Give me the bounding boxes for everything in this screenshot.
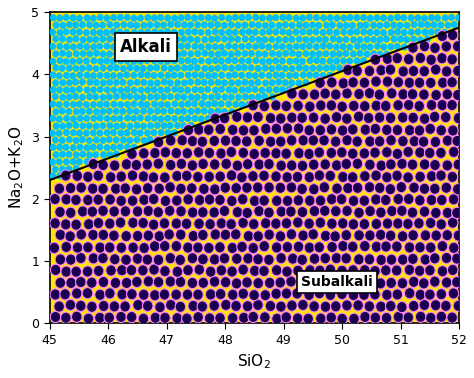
Text: Subalkali: Subalkali (301, 275, 373, 289)
X-axis label: SiO$_2$: SiO$_2$ (237, 352, 271, 371)
Y-axis label: Na$_2$O+K$_2$O: Na$_2$O+K$_2$O (7, 126, 26, 209)
Text: Alkali: Alkali (120, 39, 172, 56)
